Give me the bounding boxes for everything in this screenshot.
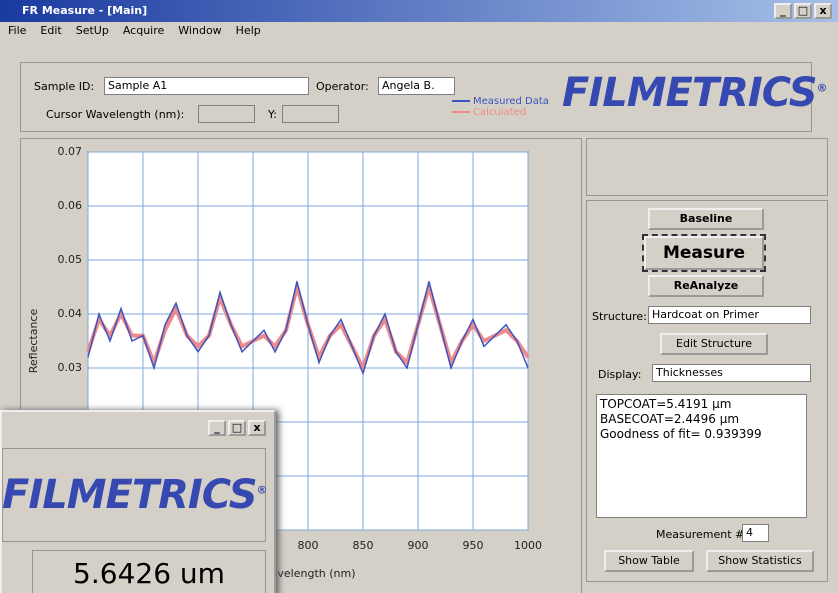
show-statistics-button[interactable]: Show Statistics [706, 550, 814, 572]
legend-swatch [452, 100, 470, 102]
chart-panel [20, 138, 582, 593]
label: Display: [598, 368, 642, 381]
overlay-window: _ □ x FILMETRICS® 5.6426 um [0, 410, 276, 593]
maximize[interactable]: □ [794, 3, 812, 19]
legend: Measured Data Calculated [452, 96, 549, 118]
legend-entry: Measured Data [452, 96, 549, 107]
window-buttons: _ □ x [208, 420, 266, 436]
result-line: TOPCOAT=5.4191 µm [600, 397, 732, 411]
x-tick-label: 1000 [514, 539, 542, 552]
control-panel [586, 200, 828, 582]
side-panel [586, 138, 828, 196]
y-tick-label: 0.07 [58, 145, 83, 158]
structure-select[interactable]: Hardcoat on Primer [648, 306, 811, 324]
label: Operator: [316, 80, 369, 93]
x-tick-label: 900 [408, 539, 429, 552]
y-field [282, 105, 339, 123]
label: Structure: [592, 310, 647, 323]
display-select[interactable]: Thicknesses [652, 364, 811, 382]
y-tick-label: 0.03 [58, 361, 83, 374]
measurement-field[interactable]: 4 [742, 524, 769, 542]
data-line [87, 281, 529, 376]
logo-text: FILMETRICS [562, 70, 818, 116]
x-tick-label: 800 [298, 539, 319, 552]
logo-mark: ® [256, 483, 268, 497]
close[interactable]: x [814, 3, 832, 19]
label: Cursor Wavelength (nm): [46, 108, 185, 121]
sample-id-field[interactable]: Sample A1 [104, 77, 309, 95]
legend-label: Measured Data [473, 96, 549, 107]
show-table-button[interactable]: Show Table [604, 550, 694, 572]
legend-swatch [452, 111, 470, 113]
minimize[interactable]: _ [774, 3, 792, 19]
x-tick-label: 850 [353, 539, 374, 552]
menu-item[interactable]: SetUp [75, 24, 109, 37]
reading: 5.6426 um [32, 550, 266, 593]
label: Measurement #: [656, 528, 748, 541]
window-buttons: _ □ x [774, 3, 832, 19]
menu-item[interactable]: Help [235, 24, 261, 37]
close[interactable]: x [248, 420, 266, 436]
operator-field[interactable]: Angela B. [378, 77, 455, 95]
result-line: Goodness of fit= 0.939399 [600, 427, 762, 441]
maximize[interactable]: □ [228, 420, 246, 436]
measure-button[interactable]: Measure [642, 234, 766, 272]
y-tick-label: 0.05 [58, 253, 83, 266]
baseline-button[interactable]: Baseline [648, 208, 764, 230]
menu-item[interactable]: Acquire [122, 24, 165, 37]
cursor-field [198, 105, 255, 123]
legend-entry: Calculated [452, 107, 549, 118]
reanalyze-button[interactable]: ReAnalyze [648, 275, 764, 297]
menu-item[interactable]: File [8, 24, 27, 37]
y-axis-label: Reflectance [27, 309, 40, 374]
minimize[interactable]: _ [208, 420, 226, 436]
menu-item[interactable]: Edit [40, 24, 62, 37]
legend-label: Calculated [473, 107, 527, 118]
edit-structure-button[interactable]: Edit Structure [660, 333, 768, 355]
result-line: BASECOAT=2.4496 µm [600, 412, 740, 426]
label: Y: [268, 108, 277, 121]
results-box: TOPCOAT=5.4191 µm BASECOAT=2.4496 µm Goo… [596, 394, 807, 518]
logo-text: FILMETRICS [2, 472, 258, 518]
logo-panel [2, 448, 266, 542]
header-panel [20, 62, 812, 132]
title-bar: FR Measure - [Main] [0, 0, 838, 22]
logo: FILMETRICS® [562, 70, 828, 116]
y-tick-label: 0.06 [58, 199, 83, 212]
menu-item[interactable]: Window [178, 24, 222, 37]
label: Sample ID: [34, 80, 95, 93]
menu-bar: File Edit SetUp Acquire Window Help [0, 24, 261, 42]
x-axis-label: Wavelength (nm) [260, 567, 355, 580]
y-tick-label: 0.04 [58, 307, 83, 320]
logo: FILMETRICS® [2, 472, 268, 518]
logo-mark: ® [816, 81, 828, 95]
x-tick-label: 950 [463, 539, 484, 552]
